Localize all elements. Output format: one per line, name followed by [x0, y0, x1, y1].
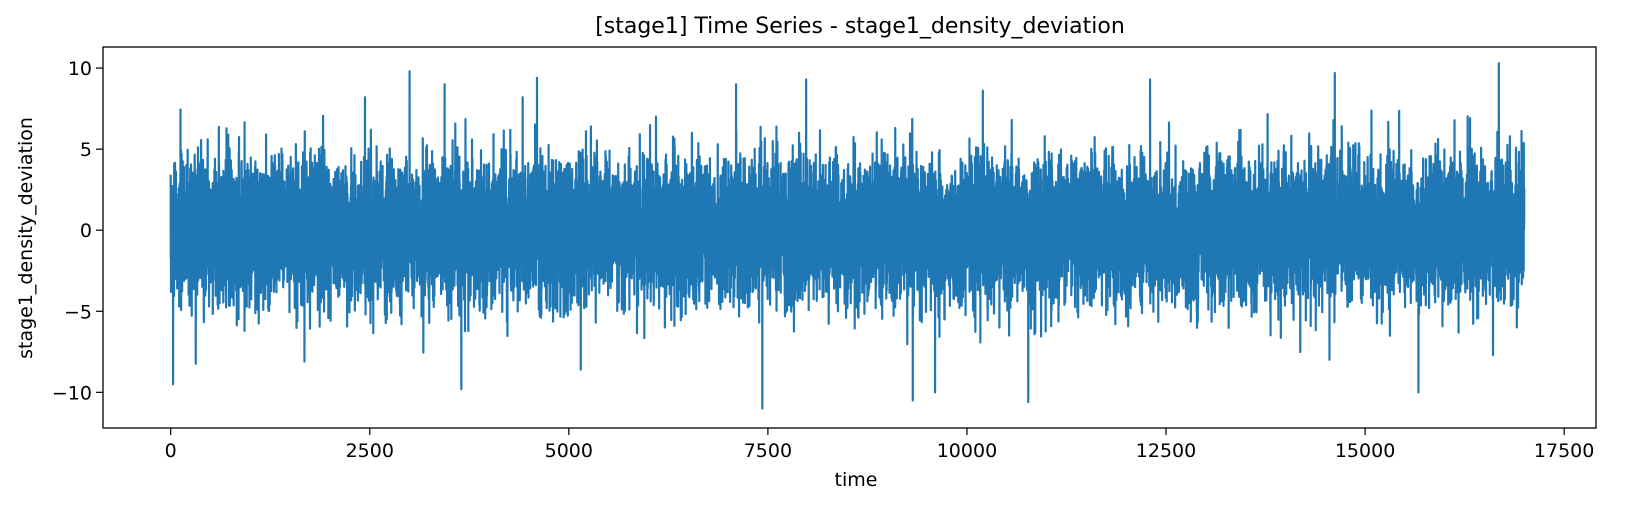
x-tick-label: 5000 — [545, 440, 593, 462]
y-axis: −10 −5 0 5 10 — [52, 58, 103, 404]
x-tick-label: 2500 — [346, 440, 394, 462]
series-line — [169, 62, 1526, 410]
chart-title: [stage1] Time Series - stage1_density_de… — [595, 14, 1125, 39]
plot-area — [102, 46, 1597, 429]
plot-frame — [102, 46, 1597, 429]
y-tick-label: −5 — [64, 301, 92, 323]
series-layer — [169, 62, 1526, 410]
x-tick-label: 12500 — [1136, 440, 1196, 462]
x-tick-label: 10000 — [937, 440, 997, 462]
x-tick-label: 7500 — [744, 440, 792, 462]
x-axis-label: time — [835, 469, 878, 491]
x-tick-label: 15000 — [1335, 440, 1395, 462]
y-tick-label: 10 — [68, 58, 92, 80]
y-tick-label: 0 — [80, 220, 92, 242]
x-tick-label: 17500 — [1534, 440, 1594, 462]
x-tick-label: 0 — [165, 440, 177, 462]
x-axis: 0 2500 5000 7500 10000 12500 15000 17500 — [165, 428, 1594, 462]
y-axis-label: stage1_density_deviation — [15, 117, 37, 359]
y-tick-label: 5 — [80, 139, 92, 161]
y-tick-label: −10 — [52, 382, 92, 404]
